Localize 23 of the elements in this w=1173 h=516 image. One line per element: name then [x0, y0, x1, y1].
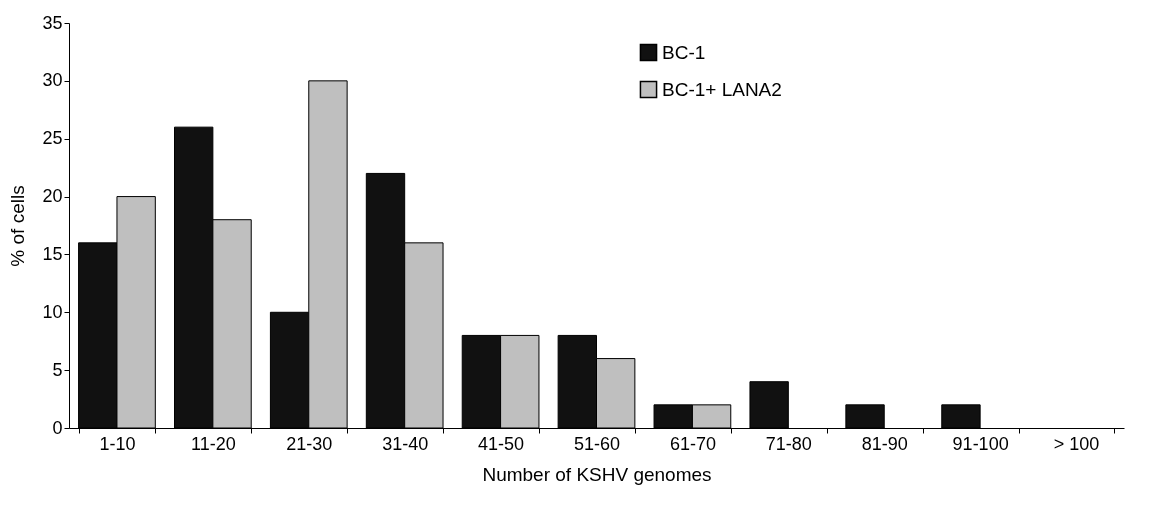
x-tick-label: > 100: [1053, 433, 1100, 454]
x-tick-label: 61-70: [669, 433, 716, 454]
x-tick-label: 81-90: [861, 433, 908, 454]
y-tick-label: 35: [42, 12, 63, 33]
y-tick-label: 0: [52, 417, 63, 438]
x-tick-label: 51-60: [573, 433, 621, 454]
y-axis-title: % of cells: [7, 185, 29, 267]
y-tick-label: 10: [42, 301, 63, 322]
x-tick-label: 21-30: [286, 433, 333, 454]
y-tick-label: 30: [42, 70, 63, 91]
y-tick-label: 20: [42, 186, 63, 207]
x-axis-title: Number of KSHV genomes: [482, 463, 712, 485]
y-tick-label: 15: [42, 243, 63, 264]
x-tick-label: 31-40: [382, 433, 429, 454]
x-tick-label: 1-10: [99, 433, 136, 454]
x-tick-label: 71-80: [765, 433, 812, 454]
y-tick-label: 5: [52, 359, 63, 380]
legend-label: BC-1+ LANA2: [662, 78, 782, 100]
y-tick-label: 25: [42, 128, 63, 149]
x-tick-label: 91-100: [952, 433, 1009, 454]
legend-label: BC-1: [662, 41, 706, 63]
x-tick-label: 41-50: [478, 433, 525, 454]
x-tick-label: 11-20: [191, 433, 236, 454]
